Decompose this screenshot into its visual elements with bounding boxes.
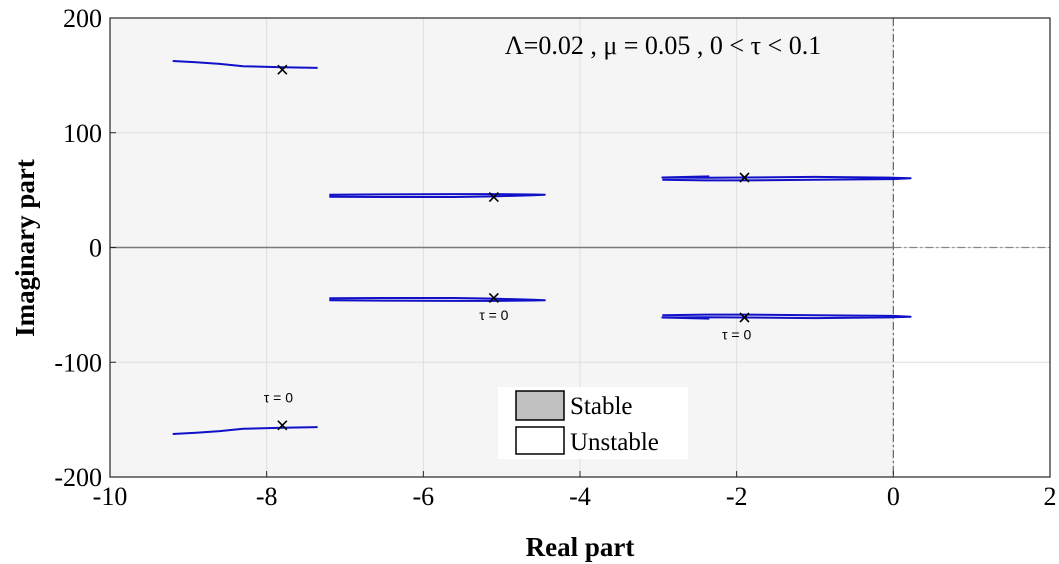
tau-zero-label: τ = 0 — [479, 307, 508, 323]
tau-annotations: τ = 0 τ = 0 τ = 0 — [264, 307, 752, 406]
x-axis-ticks: -10 -8 -6 -4 -2 0 2 — [93, 471, 1057, 511]
pole-marker-2 — [277, 420, 288, 431]
y-axis-ticks: 200 100 0 -100 -200 — [54, 4, 116, 492]
root-locus-branch-3 — [329, 193, 546, 198]
y-tick-label: 0 — [89, 234, 102, 263]
y-tick-label: 100 — [63, 119, 102, 148]
pole-marker-stroke — [739, 172, 750, 183]
pole-marker-1 — [277, 64, 288, 75]
pole-marker-5 — [739, 172, 750, 183]
pole-marker-stroke — [488, 191, 499, 203]
root-locus-branch-6 — [661, 313, 912, 320]
y-tick-label: -200 — [54, 463, 102, 492]
legend: Stable Unstable — [498, 387, 688, 459]
x-tick-label: -2 — [726, 482, 748, 511]
root-locus-branch-1 — [172, 60, 318, 69]
x-axis-label: Real part — [526, 532, 635, 562]
x-tick-label: 2 — [1044, 482, 1057, 511]
legend-swatch-unstable — [515, 426, 565, 455]
pole-marker-6 — [739, 312, 750, 323]
legend-label-unstable: Unstable — [570, 429, 659, 456]
tau-zero-label: τ = 0 — [722, 326, 751, 342]
series-layer — [172, 60, 912, 435]
pole-marker-stroke — [277, 420, 288, 431]
parameter-annotation: Λ=0.02 , μ = 0.05 , 0 < τ < 0.1 — [505, 31, 821, 60]
legend-label-stable: Stable — [570, 393, 633, 420]
tau-zero-label: τ = 0 — [264, 389, 293, 405]
root-locus-branch-2 — [172, 426, 318, 435]
pole-marker-stroke — [277, 64, 288, 75]
x-tick-label: -8 — [256, 482, 278, 511]
pole-marker-stroke — [739, 312, 750, 323]
x-tick-label: -10 — [93, 482, 128, 511]
legend-swatch-stable — [515, 390, 565, 421]
y-tick-label: -100 — [54, 348, 102, 377]
pole-marker-stroke — [488, 292, 499, 304]
pole-marker-4 — [488, 292, 499, 304]
root-locus-branch-4 — [329, 297, 546, 302]
y-tick-label: 200 — [63, 4, 102, 33]
marker-layer — [277, 64, 750, 431]
pole-marker-3 — [488, 191, 499, 203]
x-tick-label: 0 — [887, 482, 900, 511]
root-locus-branch-5 — [661, 175, 912, 182]
x-tick-label: -4 — [569, 482, 591, 511]
x-tick-label: -6 — [412, 482, 434, 511]
y-axis-label: Imaginary part — [10, 159, 40, 337]
